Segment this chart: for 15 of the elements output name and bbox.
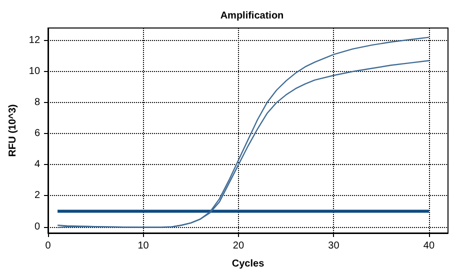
x-tick-label: 0 (45, 240, 52, 252)
y-tick-label: 12 (28, 34, 40, 46)
y-tick-label: 2 (34, 190, 40, 202)
x-axis-title: Cycles (232, 258, 265, 270)
x-tick-label: 30 (328, 240, 340, 252)
x-tick-label: 20 (232, 240, 244, 252)
y-tick-label: 10 (28, 66, 40, 77)
y-tick-label: 6 (34, 128, 40, 140)
y-axis-title: RFU (10^3) (8, 104, 18, 157)
x-tick-label: 40 (423, 240, 435, 252)
y-tick-label: 8 (34, 97, 40, 108)
x-tick-label: 10 (138, 240, 150, 252)
y-tick-label: 4 (34, 159, 40, 170)
chart-title: Amplification (220, 10, 284, 22)
y-tick-label: 0 (34, 221, 40, 232)
